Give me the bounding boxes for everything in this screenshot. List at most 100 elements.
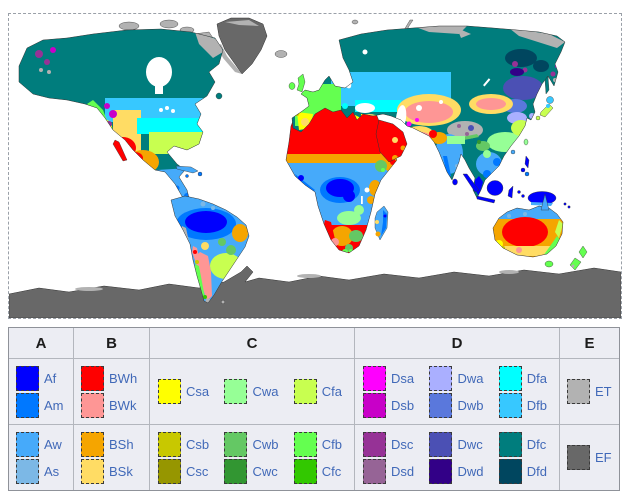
label-am: Am	[44, 397, 64, 413]
label-dfa: Dfa	[526, 370, 547, 386]
swatch-ef	[567, 445, 590, 470]
label-csb: Csb	[186, 436, 210, 452]
legend-cell-d2: Dsc Dsd Dwc Dwd Dfc Dfd	[354, 424, 559, 490]
legend-entry-dsc: Dsc	[363, 431, 414, 457]
legend-entry-cfb: Cfb	[293, 431, 342, 457]
swatch-cfc	[293, 458, 317, 484]
label-dfb: Dfb	[526, 397, 547, 413]
label-bwk: BWk	[109, 397, 137, 413]
label-csa: Csa	[186, 384, 210, 399]
label-et: ET	[595, 384, 612, 399]
label-csc: Csc	[186, 463, 209, 479]
swatch-bsh	[81, 431, 104, 457]
greenland	[216, 17, 268, 75]
legend-entry-dwc: Dwc	[429, 431, 483, 457]
legend-entry-csc: Csc	[158, 458, 209, 484]
legend-cell-b2: BSh BSk	[73, 424, 149, 490]
swatch-csa	[158, 379, 181, 404]
legend-entry-dwd: Dwd	[429, 458, 484, 484]
legend-entry-dfa: Dfa	[498, 365, 547, 391]
swatch-csc	[158, 458, 181, 484]
swatch-csb	[158, 431, 181, 457]
swatch-cwa	[224, 379, 248, 404]
label-cwb: Cwb	[252, 436, 279, 452]
legend-header-e: E	[559, 328, 619, 358]
label-cfa: Cfa	[321, 384, 342, 399]
swatch-dwd	[429, 458, 453, 484]
legend-entry-bsh: BSh	[81, 431, 134, 457]
australia	[492, 193, 564, 268]
antarctica	[9, 265, 621, 318]
swatch-dfd	[498, 458, 522, 484]
legend-cell-b1: BWh BWk	[73, 358, 149, 424]
new-zealand	[569, 245, 588, 271]
swatch-bsk	[81, 458, 104, 484]
eurasian-islands	[288, 73, 554, 186]
legend-entry-dwb: Dwb	[429, 392, 484, 418]
legend-cell-c2: Csb Csc Cwb Cwc Cfb Cfc	[149, 424, 354, 490]
legend-entry-cwb: Cwb	[224, 431, 279, 457]
legend-cell-a2: Aw As	[9, 424, 73, 490]
label-dsb: Dsb	[391, 397, 415, 413]
label-dwb: Dwb	[457, 397, 484, 413]
label-cfc: Cfc	[321, 463, 342, 479]
legend-entry-dfd: Dfd	[498, 458, 547, 484]
swatch-dwa	[429, 365, 453, 391]
swatch-cwc	[224, 458, 248, 484]
swatch-dfb	[498, 392, 522, 418]
swatch-cwb	[224, 431, 248, 457]
legend-entry-dwa: Dwa	[429, 365, 483, 391]
swatch-dwc	[429, 431, 453, 457]
swatch-dsa	[363, 365, 386, 391]
label-cwa: Cwa	[252, 384, 279, 399]
label-bwh: BWh	[109, 370, 138, 386]
label-aw: Aw	[44, 436, 62, 452]
legend-entry-ef: EF	[567, 445, 612, 470]
swatch-aw	[16, 431, 39, 457]
legend-header-c: C	[149, 328, 354, 358]
label-cwc: Cwc	[252, 463, 278, 479]
label-as: As	[44, 463, 60, 479]
legend-cell-e2: EF	[559, 424, 619, 490]
legend-entry-am: Am	[16, 392, 64, 418]
label-af: Af	[44, 370, 57, 386]
label-bsh: BSh	[109, 436, 134, 452]
legend-entry-et: ET	[567, 379, 612, 404]
legend-entry-cwa: Cwa	[224, 379, 278, 404]
legend-entry-cfc: Cfc	[293, 458, 342, 484]
legend-entry-csb: Csb	[158, 431, 210, 457]
swatch-dsc	[363, 431, 386, 457]
legend-table: A B C D E Af Am BWh BWk Csa Cwa Cfa Dsa …	[8, 327, 620, 491]
legend-cell-c1: Csa Cwa Cfa	[149, 358, 354, 424]
swatch-cfb	[293, 431, 317, 457]
map-frame	[8, 13, 622, 319]
swatch-dwb	[429, 392, 453, 418]
legend-header-a: A	[35, 334, 47, 352]
label-dwd: Dwd	[457, 463, 484, 479]
legend-entry-dfc: Dfc	[498, 431, 547, 457]
legend-entry-dsd: Dsd	[363, 458, 414, 484]
world-map	[9, 17, 621, 318]
legend-entry-cfa: Cfa	[293, 379, 342, 404]
swatch-af	[16, 365, 39, 391]
swatch-dsd	[363, 458, 386, 484]
legend-entry-bwh: BWh	[81, 365, 138, 391]
legend-header-d: D	[354, 328, 559, 358]
swatch-et	[567, 379, 590, 404]
legend-entry-as: As	[16, 458, 62, 484]
swatch-cfa	[293, 379, 317, 404]
legend-entry-dsb: Dsb	[363, 392, 415, 418]
legend-entry-af: Af	[16, 365, 64, 391]
label-dwc: Dwc	[457, 436, 483, 452]
swatch-am	[16, 392, 39, 418]
legend-entry-dsa: Dsa	[363, 365, 415, 391]
legend-entry-csa: Csa	[158, 379, 209, 404]
label-dfd: Dfd	[526, 463, 547, 479]
maritime-southeast-asia	[462, 173, 571, 209]
label-dsa: Dsa	[391, 370, 415, 386]
legend-entry-cwc: Cwc	[224, 458, 278, 484]
legend-cell-e1: ET	[559, 358, 619, 424]
legend-entry-bwk: BWk	[81, 392, 137, 418]
madagascar	[374, 205, 389, 241]
